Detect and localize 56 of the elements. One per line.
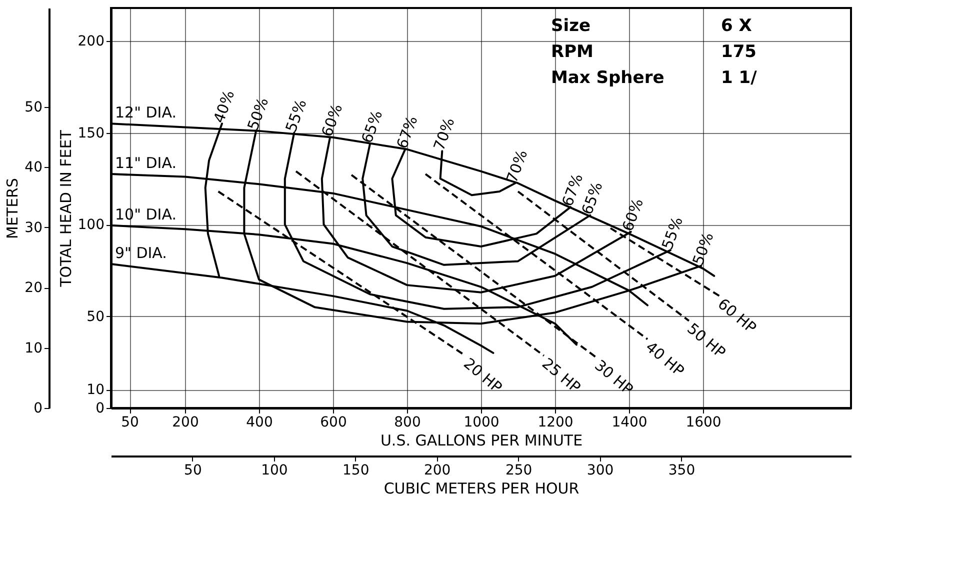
x2-tick-label: 300 [586, 462, 614, 478]
text: 65% [358, 108, 386, 146]
text: 60% [618, 196, 647, 234]
annotation: 6 X [721, 16, 752, 36]
text: 67% [392, 114, 422, 151]
x2-tick-label: 100 [261, 462, 288, 478]
text: 20 HP [460, 354, 506, 397]
x-tick-label: 1000 [464, 414, 500, 430]
x-tick-label: 200 [172, 414, 199, 430]
text: 70% [430, 115, 458, 153]
text: 25 HP [538, 354, 584, 397]
x2-tick-label: 200 [424, 462, 451, 478]
annotation: 1 1/ [721, 68, 758, 88]
y-tick-label: 10 [86, 382, 104, 398]
y2-tick-label: 40 [24, 160, 42, 176]
x-tick-label: 50 [121, 414, 139, 430]
y-tick-label: 0 [96, 400, 104, 416]
y2-tick-label: 20 [24, 280, 42, 296]
text: 55% [282, 96, 310, 134]
series-label: 11" DIA. [115, 154, 176, 172]
x2-axis-title: CUBIC METERS PER HOUR [384, 480, 580, 498]
text: 50% [244, 95, 272, 133]
annotation: Max Sphere [551, 68, 664, 88]
x-tick-label: 1400 [612, 414, 648, 430]
x2-tick-label: 150 [342, 462, 370, 478]
x-tick-label: 400 [246, 414, 273, 430]
text: 55% [658, 214, 687, 252]
x-axis-title: U.S. GALLONS PER MINUTE [380, 432, 583, 450]
x-tick-label: 600 [320, 414, 347, 430]
text: 50% [688, 230, 718, 268]
text: 40% [210, 88, 238, 126]
y-tick-label: 100 [78, 217, 104, 234]
x2-tick-label: 350 [668, 462, 696, 478]
y-axis-title: TOTAL HEAD IN FEET [56, 129, 75, 288]
text: 70% [502, 147, 532, 185]
x-tick-label: 1600 [686, 414, 722, 430]
series-label: 12" DIA. [115, 104, 176, 122]
x-tick-label: 1200 [538, 414, 574, 430]
y-tick-label: 50 [86, 308, 104, 325]
series-label: 10" DIA. [115, 205, 176, 224]
text: 60% [318, 102, 346, 140]
y2-tick-label: 10 [24, 340, 42, 356]
annotation: RPM [551, 42, 594, 62]
annotation: Size [551, 16, 590, 36]
annotation: 175 [721, 42, 756, 62]
x2-tick-label: 50 [184, 462, 202, 478]
y2-tick-label: 30 [24, 220, 42, 236]
y-tick-label: 200 [78, 34, 104, 50]
x-tick-label: 800 [394, 414, 421, 430]
x2-tick-label: 250 [505, 462, 532, 478]
y-tick-label: 150 [78, 125, 104, 142]
y2-tick-label: 50 [24, 100, 42, 116]
text: 30 HP [591, 356, 637, 398]
y2-axis-title: METERS [4, 178, 22, 240]
y2-tick-label: 0 [34, 400, 42, 416]
series-label: 9" DIA. [115, 244, 167, 262]
